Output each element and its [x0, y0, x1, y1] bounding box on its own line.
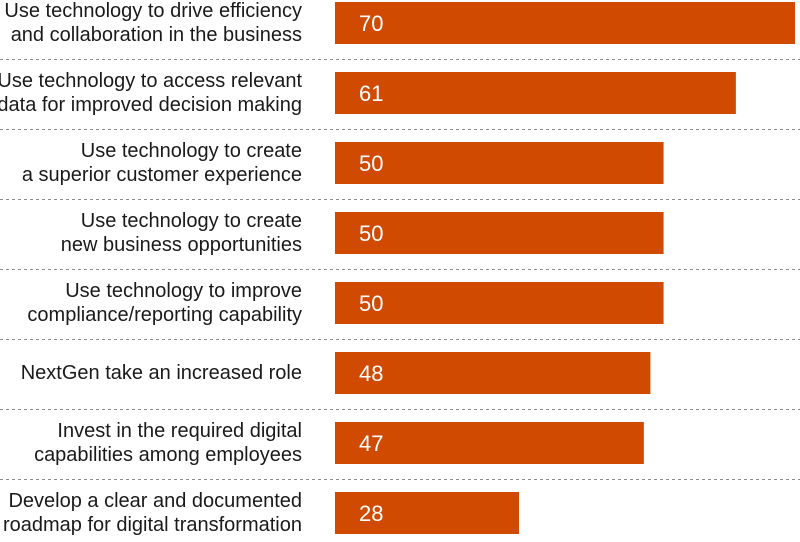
value-label-8: 28	[359, 501, 383, 526]
category-label-3: Use technology to create a superior custo…	[22, 140, 302, 186]
category-label-1: Use technology to drive efficiency and co…	[4, 0, 302, 46]
category-label-5: Use technology to improve compliance/repo…	[27, 280, 302, 326]
bar-8	[335, 492, 519, 534]
value-label-7: 47	[359, 431, 383, 456]
bar-1	[335, 2, 795, 44]
value-label-3: 50	[359, 151, 383, 176]
value-label-6: 48	[359, 361, 383, 386]
category-label-8: Develop a clear and documented roadmap fo…	[3, 490, 302, 536]
category-label-7: Invest in the required digital capabiliti…	[34, 420, 302, 466]
category-label-2: Use technology to access relevant data fo…	[0, 70, 302, 116]
bar-3	[335, 142, 664, 184]
value-label-1: 70	[359, 11, 383, 36]
value-label-2: 61	[359, 81, 383, 106]
bar-5	[335, 282, 664, 324]
category-label-6: NextGen take an increased role	[21, 362, 302, 384]
category-label-4: Use technology to create new business opp…	[61, 210, 302, 256]
value-label-5: 50	[359, 291, 383, 316]
bar-2	[335, 72, 736, 114]
bar-4	[335, 212, 664, 254]
value-label-4: 50	[359, 221, 383, 246]
bar-7	[335, 422, 644, 464]
bar-6	[335, 352, 651, 394]
